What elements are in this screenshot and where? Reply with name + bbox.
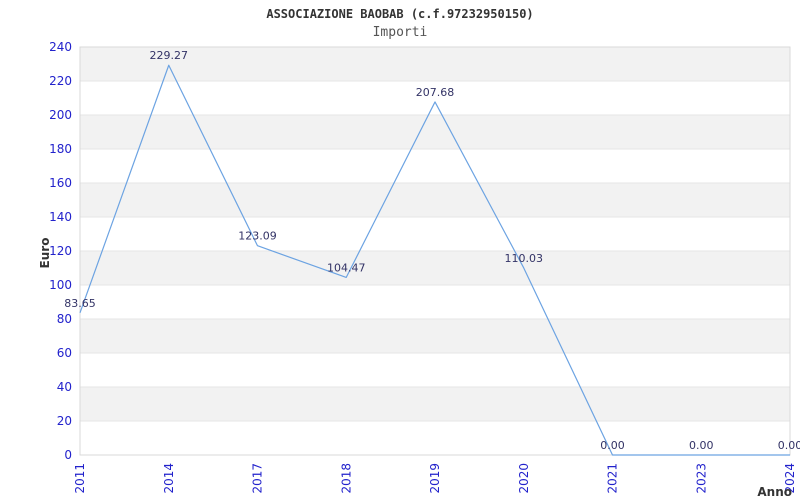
plot-band [80,387,790,421]
plot-band [80,319,790,353]
chart-subtitle: Importi [372,25,428,40]
x-tick-label: 2020 [517,463,531,494]
value-label: 0.00 [600,439,625,452]
plot-band [80,115,790,149]
x-tick-label: 2024 [783,463,797,494]
value-label: 83.65 [64,297,96,310]
y-tick-label: 220 [49,74,72,88]
y-tick-label: 20 [57,414,72,428]
y-axis-title: Euro [38,238,52,269]
x-tick-label: 2011 [73,463,87,494]
value-label: 207.68 [416,86,455,99]
y-tick-label: 80 [57,312,72,326]
plot-band [80,183,790,217]
value-label: 123.09 [238,230,277,243]
y-tick-label: 140 [49,210,72,224]
data-line [79,64,790,456]
value-label: 110.03 [505,252,544,265]
y-tick-label: 160 [49,176,72,190]
plot-band [80,47,790,81]
x-tick-label: 2023 [694,463,708,494]
x-tick-label: 2014 [162,463,176,494]
chart-title: ASSOCIAZIONE BAOBAB (c.f.97232950150) [266,7,534,21]
y-tick-label: 40 [57,380,72,394]
x-tick-label: 2019 [428,463,442,494]
x-tick-label: 2021 [606,463,620,494]
x-tick-label: 2017 [251,463,265,494]
y-tick-label: 120 [49,244,72,258]
y-tick-label: 60 [57,346,72,360]
y-tick-label: 200 [49,108,72,122]
y-tick-label: 240 [49,40,72,54]
x-axis-title: Anno [757,485,792,499]
y-tick-label: 0 [64,448,72,462]
plot-band [80,251,790,285]
plot-border [79,46,791,456]
value-label: 229.27 [150,49,189,62]
x-tick-label: 2018 [339,463,353,494]
y-tick-label: 180 [49,142,72,156]
value-label: 0.00 [778,439,800,452]
y-tick-label: 100 [49,278,72,292]
value-label: 104.47 [327,261,366,274]
value-label: 0.00 [689,439,714,452]
